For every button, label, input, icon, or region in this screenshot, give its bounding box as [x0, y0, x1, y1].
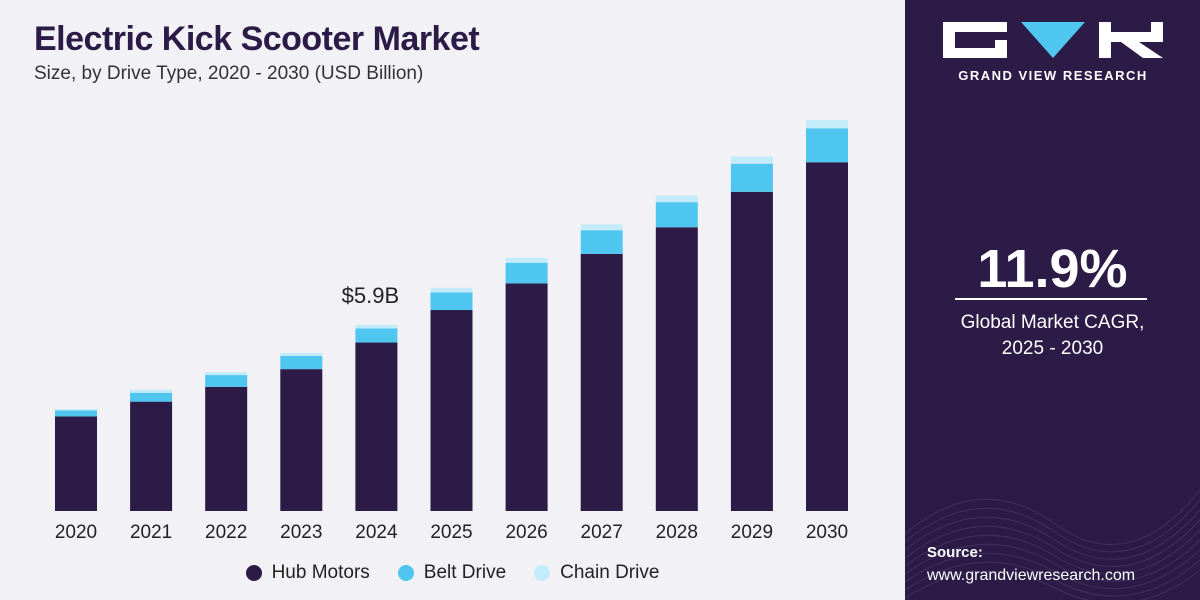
bar-chain-drive-2022	[205, 372, 248, 376]
legend-label-chain-drive: Chain Drive	[560, 562, 660, 583]
bar-hub-motors-2026	[505, 283, 548, 511]
bar-chart: 2020 2021 2022 2023 2024 $5.9B 2025 2026 2027 202…	[55, 119, 848, 543]
bar-belt-drive-2028	[655, 202, 698, 228]
x-tick-label-2024: 2024	[355, 522, 398, 543]
chart-subtitle: Size, by Drive Type, 2020 - 2030 (USD Bi…	[34, 63, 424, 84]
bar-hub-motors-2023	[280, 369, 323, 511]
x-tick-label-2029: 2029	[731, 522, 773, 543]
cagr-label: Global Market CAGR, 2025 - 2030	[905, 310, 1200, 362]
bar-belt-drive-2020	[55, 410, 97, 417]
bar-belt-drive-2024	[355, 328, 398, 343]
wave-pattern-decoration	[905, 489, 1200, 600]
legend-label-belt-drive: Belt Drive	[423, 562, 507, 583]
brand-name: GRAND VIEW RESEARCH	[958, 68, 1148, 83]
x-tick-label-2023: 2023	[280, 522, 322, 543]
cagr-label-line1: Global Market CAGR,	[960, 312, 1145, 333]
bar-belt-drive-2027	[580, 230, 623, 254]
bar-hub-motors-2030	[806, 162, 848, 511]
bar-hub-motors-2022	[205, 386, 248, 511]
legend-item-chain-drive: Chain Drive	[534, 562, 659, 584]
bar-chain-drive-2024	[355, 324, 398, 329]
data-label-2024: $5.9B	[342, 283, 400, 308]
legend-label-hub-motors: Hub Motors	[271, 562, 370, 583]
legend-swatch-hub-motors	[245, 565, 262, 581]
bar-belt-drive-2022	[205, 375, 248, 387]
bar-belt-drive-2029	[730, 163, 773, 192]
x-tick-label-2025: 2025	[430, 522, 472, 543]
bar-belt-drive-2021	[130, 392, 173, 402]
bar-hub-motors-2025	[430, 310, 473, 511]
bar-chain-drive-2023	[280, 352, 323, 356]
bar-chain-drive-2026	[505, 257, 548, 263]
legend-swatch-belt-drive	[397, 565, 414, 581]
legend-item-belt-drive: Belt Drive	[397, 562, 507, 584]
bar-belt-drive-2026	[505, 262, 548, 284]
bar-chain-drive-2025	[430, 287, 473, 293]
bar-chain-drive-2029	[730, 156, 773, 164]
cagr-value: 11.9%	[977, 239, 1128, 299]
legend-swatch-chain-drive	[534, 565, 551, 581]
logo-v-shape	[1021, 22, 1085, 58]
chart-legend: Hub Motors Belt Drive Chain Drive	[0, 562, 905, 584]
x-tick-label-2022: 2022	[205, 522, 247, 543]
bar-hub-motors-2028	[655, 227, 698, 511]
bar-hub-motors-2029	[730, 191, 773, 512]
bar-belt-drive-2025	[430, 292, 473, 311]
bar-belt-drive-2030	[806, 128, 848, 163]
bar-chain-drive-2027	[580, 224, 623, 231]
gvr-logo: GRAND VIEW RESEARCH	[943, 22, 1163, 83]
source-label: Source:	[927, 544, 983, 561]
gvr-logo-mark	[943, 22, 1163, 58]
x-tick-label-2020: 2020	[55, 522, 97, 543]
bar-hub-motors-2024	[355, 342, 398, 511]
bar-hub-motors-2020	[55, 416, 97, 511]
info-sidebar: GRAND VIEW RESEARCH 11.9% Global Market …	[905, 0, 1200, 600]
x-tick-label-2030: 2030	[806, 522, 848, 543]
x-tick-label-2026: 2026	[505, 522, 547, 543]
chart-title: Electric Kick Scooter Market	[34, 20, 480, 58]
bar-hub-motors-2021	[130, 401, 173, 511]
bar-belt-drive-2023	[280, 355, 323, 370]
cagr-label-line2: 2025 - 2030	[1001, 338, 1104, 359]
bar-chain-drive-2030	[806, 119, 848, 129]
x-tick-label-2021: 2021	[130, 522, 172, 543]
chart-panel: 2020 2021 2022 2023 2024 $5.9B 2025 2026 2027 202…	[0, 0, 905, 600]
bar-chain-drive-2021	[130, 389, 173, 393]
logo-r-shape	[1099, 22, 1163, 58]
x-tick-label-2028: 2028	[656, 522, 698, 543]
source-url[interactable]: www.grandviewresearch.com	[927, 567, 1136, 584]
bar-chain-drive-2020	[55, 409, 97, 411]
cagr-divider	[955, 298, 1147, 300]
bar-chain-drive-2028	[655, 195, 698, 203]
x-tick-label-2027: 2027	[581, 522, 623, 543]
bar-hub-motors-2027	[580, 253, 623, 511]
legend-item-hub-motors: Hub Motors	[245, 562, 370, 584]
logo-g-shape	[943, 22, 1007, 58]
